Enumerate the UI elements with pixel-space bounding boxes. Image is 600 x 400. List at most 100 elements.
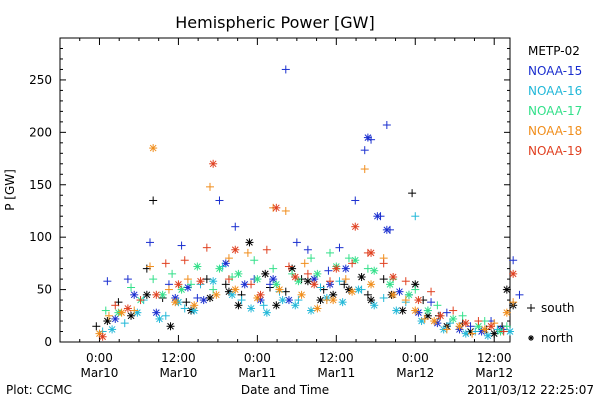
data-point-south [262, 245, 271, 254]
data-point-south [104, 311, 113, 320]
x-tick-time: 12:00 [161, 351, 196, 365]
data-point-south [168, 269, 177, 278]
data-point-north [307, 306, 316, 315]
data-point-south [427, 298, 436, 307]
marker-legend-label: north [541, 331, 573, 345]
data-point-north [228, 290, 237, 299]
data-point-south [442, 325, 451, 334]
data-point-south [515, 290, 524, 299]
data-point-south [281, 65, 290, 74]
data-point-north [357, 273, 366, 282]
data-point-north [430, 317, 439, 326]
data-point-south [360, 146, 369, 155]
data-point-south [243, 248, 252, 257]
data-point-south [468, 329, 477, 338]
data-point-north [389, 290, 398, 299]
data-point-south [269, 264, 278, 273]
x-tick-time: 0:00 [86, 351, 113, 365]
data-point-south [183, 275, 192, 284]
data-point-north [423, 306, 432, 315]
data-point-north [436, 311, 445, 320]
data-point-north [261, 269, 270, 278]
data-point-south [161, 259, 170, 268]
x-tick-date: Mar12 [396, 366, 434, 380]
footer-right: 2011/03/12 22:25:07 [467, 383, 594, 397]
data-point-north [455, 322, 464, 331]
data-point-south [408, 189, 417, 198]
data-point-north [253, 275, 262, 284]
data-point-north [196, 277, 205, 286]
data-point-north [127, 311, 136, 320]
data-point-south [458, 311, 467, 320]
legend-item: NOAA-19 [528, 144, 582, 158]
data-point-south [382, 121, 391, 130]
data-point-south [180, 304, 189, 313]
data-point-north [386, 280, 394, 289]
data-point-south [149, 275, 158, 284]
x-tick-time: 12:00 [477, 351, 512, 365]
data-point-north [215, 264, 224, 273]
data-point-north [382, 225, 391, 234]
data-point-south [221, 280, 230, 289]
data-point-north [506, 327, 514, 336]
data-point-south [231, 222, 240, 231]
x-axis-label: Date and Time [241, 383, 329, 397]
data-point-south [340, 280, 349, 289]
data-point-north [272, 203, 281, 212]
data-point-north [98, 332, 107, 341]
data-point-north [209, 159, 218, 168]
data-point-north [351, 222, 360, 231]
data-point-south [360, 165, 369, 174]
data-point-south [146, 262, 154, 271]
plot-frame [59, 37, 511, 343]
data-point-south [433, 301, 442, 310]
data-point-south [292, 238, 301, 247]
data-point-south [237, 296, 246, 305]
data-point-south [120, 319, 129, 328]
x-tick-date: Mar12 [475, 366, 513, 380]
data-point-north [199, 296, 208, 305]
data-point-north [291, 301, 300, 310]
legend: METP-02 NOAA-15 NOAA-16 NOAA-17 NOAA-18 NOAA-… [528, 44, 582, 158]
data-point-south [250, 256, 259, 265]
data-point-north [158, 290, 167, 299]
data-point-north [294, 277, 303, 286]
legend-item: NOAA-18 [528, 124, 582, 138]
data-point-south [92, 322, 101, 331]
data-point-north [130, 290, 139, 299]
data-point-north [209, 277, 218, 286]
data-point-north [117, 308, 126, 317]
legend-item: NOAA-16 [528, 84, 582, 98]
data-point-south [411, 285, 420, 294]
data-point-north [111, 314, 120, 323]
data-point-north [395, 287, 404, 296]
legend-item: METP-02 [528, 44, 580, 58]
data-point-north [297, 290, 306, 299]
data-point-south [303, 245, 312, 254]
marker-legend-label: south [541, 301, 575, 315]
x-tick-time: 0:00 [244, 351, 271, 365]
data-point-north [348, 287, 357, 296]
data-point-south [474, 317, 483, 326]
marker-legend: south north [527, 301, 575, 345]
data-point-south [307, 254, 316, 263]
data-point-south [316, 283, 325, 292]
y-tick-label: 100 [29, 230, 52, 244]
x-tick-date: Mar10 [81, 366, 119, 380]
data-point-south [300, 259, 309, 268]
data-point-south [202, 275, 211, 284]
data-point-south [509, 298, 518, 307]
x-tick-time: 12:00 [319, 351, 354, 365]
data-point-south [379, 275, 388, 284]
data-point-south [499, 327, 508, 336]
y-tick-label: 50 [37, 283, 52, 297]
data-point-south [449, 306, 458, 315]
data-point-north [310, 275, 319, 284]
data-point-south [177, 241, 186, 250]
data-point-south [193, 293, 202, 302]
data-point-north [152, 308, 161, 317]
data-point-north [332, 264, 341, 273]
data-point-north [155, 314, 164, 323]
data-point-north [177, 285, 186, 294]
footer-left: Plot: CCMC [6, 383, 72, 397]
